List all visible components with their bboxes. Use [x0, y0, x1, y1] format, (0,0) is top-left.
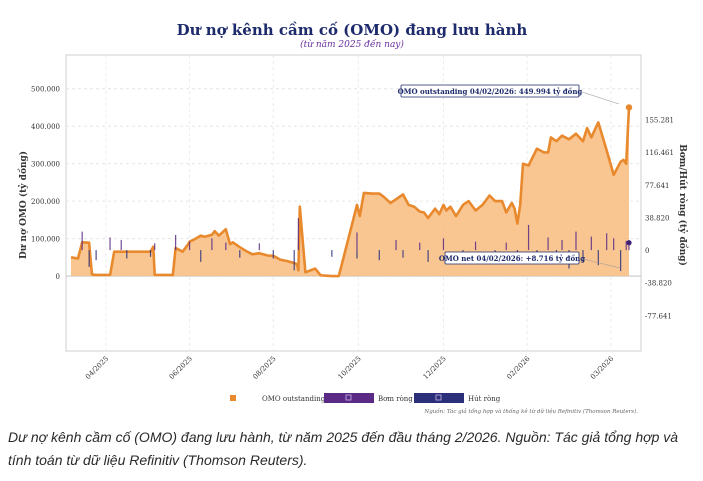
net-flow-bar	[188, 241, 191, 251]
net-flow-bar	[505, 242, 507, 251]
net-flow-bar	[527, 224, 530, 251]
omo-chart: Dư nợ kênh cầm cố (OMO) đang lưu hành (t…	[17, 21, 689, 415]
net-flow-bar	[427, 250, 429, 262]
net-flow-bar	[293, 250, 295, 271]
net-flow-bar	[239, 250, 241, 258]
net-flow-bar	[211, 238, 213, 251]
legend-label-inject: Bơm ròng	[378, 395, 413, 403]
net-flow-bar	[200, 250, 202, 262]
net-flow-bar	[109, 237, 111, 251]
net-flow-bar	[356, 232, 358, 251]
y2-tick-label: 77.641	[645, 182, 670, 190]
y2-tick-label: 0	[645, 247, 649, 255]
y2-tick-label: 116.461	[645, 149, 674, 157]
annotation-omo-net: OMO net 04/02/2026: +8.716 tỷ đồng	[439, 251, 621, 269]
net-flow-bar	[95, 250, 97, 261]
net-flow-bar	[395, 240, 397, 251]
legend-label-outstanding: OMO outstanding	[262, 395, 326, 403]
net-flow-bar	[582, 250, 584, 263]
net-flow-bar	[272, 250, 274, 259]
annotation-omo-outstanding: OMO outstanding 04/02/2026: 449.994 tỷ đ…	[398, 84, 620, 105]
legend-swatch-outstanding	[230, 395, 236, 401]
net-flow-bar	[225, 242, 227, 251]
net-flow-bar	[597, 250, 599, 266]
net-flow-bar	[442, 238, 445, 251]
outstanding-end-point	[625, 104, 633, 111]
net-flow-bar	[378, 250, 380, 261]
net-flow-bar	[613, 238, 615, 251]
outstanding-area-fill	[71, 107, 629, 277]
net-flow-bar	[175, 234, 177, 251]
net-flow-bar	[547, 237, 549, 251]
y-tick-label: 300.000	[31, 161, 60, 169]
net-flow-bar	[620, 250, 622, 272]
net-flow-bar	[628, 242, 630, 251]
net-flow-bar	[331, 250, 333, 257]
chart-legend: OMO outstanding Bơm ròng Hút ròng	[230, 393, 501, 403]
net-flow-bar	[575, 231, 577, 251]
net-flow-bar	[561, 240, 563, 251]
plot-area	[65, 54, 642, 352]
net-end-point	[626, 240, 632, 246]
y-tick-label: 100.000	[31, 236, 60, 244]
y2-tick-label: 38.820	[645, 214, 670, 222]
y-tick-label: 0	[56, 273, 60, 281]
chart-figure: Dư nợ kênh cầm cố (OMO) đang lưu hành (t…	[17, 21, 689, 415]
legend-swatch-inject	[324, 393, 374, 403]
net-flow-bar	[474, 241, 477, 251]
y2-tick-label: -77.641	[645, 312, 672, 320]
net-flow-bar	[154, 243, 156, 251]
y-tick-label: 400.000	[31, 123, 60, 131]
figure-caption: Dư nợ kênh cầm cố (OMO) đang lưu hành, t…	[8, 429, 679, 468]
annotation-leader-net	[578, 257, 621, 269]
y-axis-label: Dư nợ OMO (tỷ đồng)	[17, 151, 29, 259]
legend-label-withdraw: Hút ròng	[468, 395, 501, 403]
net-flow-bar	[120, 240, 122, 251]
annotation-text-outstanding: OMO outstanding 04/02/2026: 449.994 tỷ đ…	[398, 87, 583, 96]
net-flow-bar	[356, 250, 358, 259]
net-flow-bar	[606, 233, 608, 251]
net-flow-bar	[297, 218, 299, 251]
net-flow-bar	[419, 242, 421, 251]
net-flow-bar	[81, 231, 83, 251]
legend-swatch-withdraw-mark	[435, 394, 442, 401]
net-flow-bar	[258, 243, 260, 251]
net-flow-bar	[590, 236, 592, 251]
y2-tick-label: -38.820	[645, 280, 672, 288]
y-tick-label: 200.000	[31, 198, 60, 206]
y2-tick-label: 155.281	[645, 117, 674, 125]
chart-title: Dư nợ kênh cầm cố (OMO) đang lưu hành	[177, 21, 528, 39]
net-flow-bar	[88, 250, 90, 267]
annotation-text-net: OMO net 04/02/2026: +8.716 tỷ đồng	[439, 254, 585, 263]
annotation-leader-outstanding	[578, 90, 620, 105]
chart-source: Nguồn: Tác giả tổng hợp và thống kê từ d…	[423, 407, 638, 415]
legend-swatch-inject-mark	[345, 394, 352, 401]
legend-swatch-withdraw	[414, 393, 464, 403]
net-flow-bar	[625, 240, 627, 251]
net-flow-bar	[149, 250, 152, 257]
net-flow-bar	[402, 250, 404, 258]
y2-axis-label: Bơm/Hút ròng (tỷ đồng)	[677, 144, 689, 266]
y-tick-label: 500.000	[31, 86, 60, 94]
net-flow-bar	[126, 250, 128, 259]
chart-subtitle: (từ năm 2025 đến nay)	[300, 39, 404, 50]
